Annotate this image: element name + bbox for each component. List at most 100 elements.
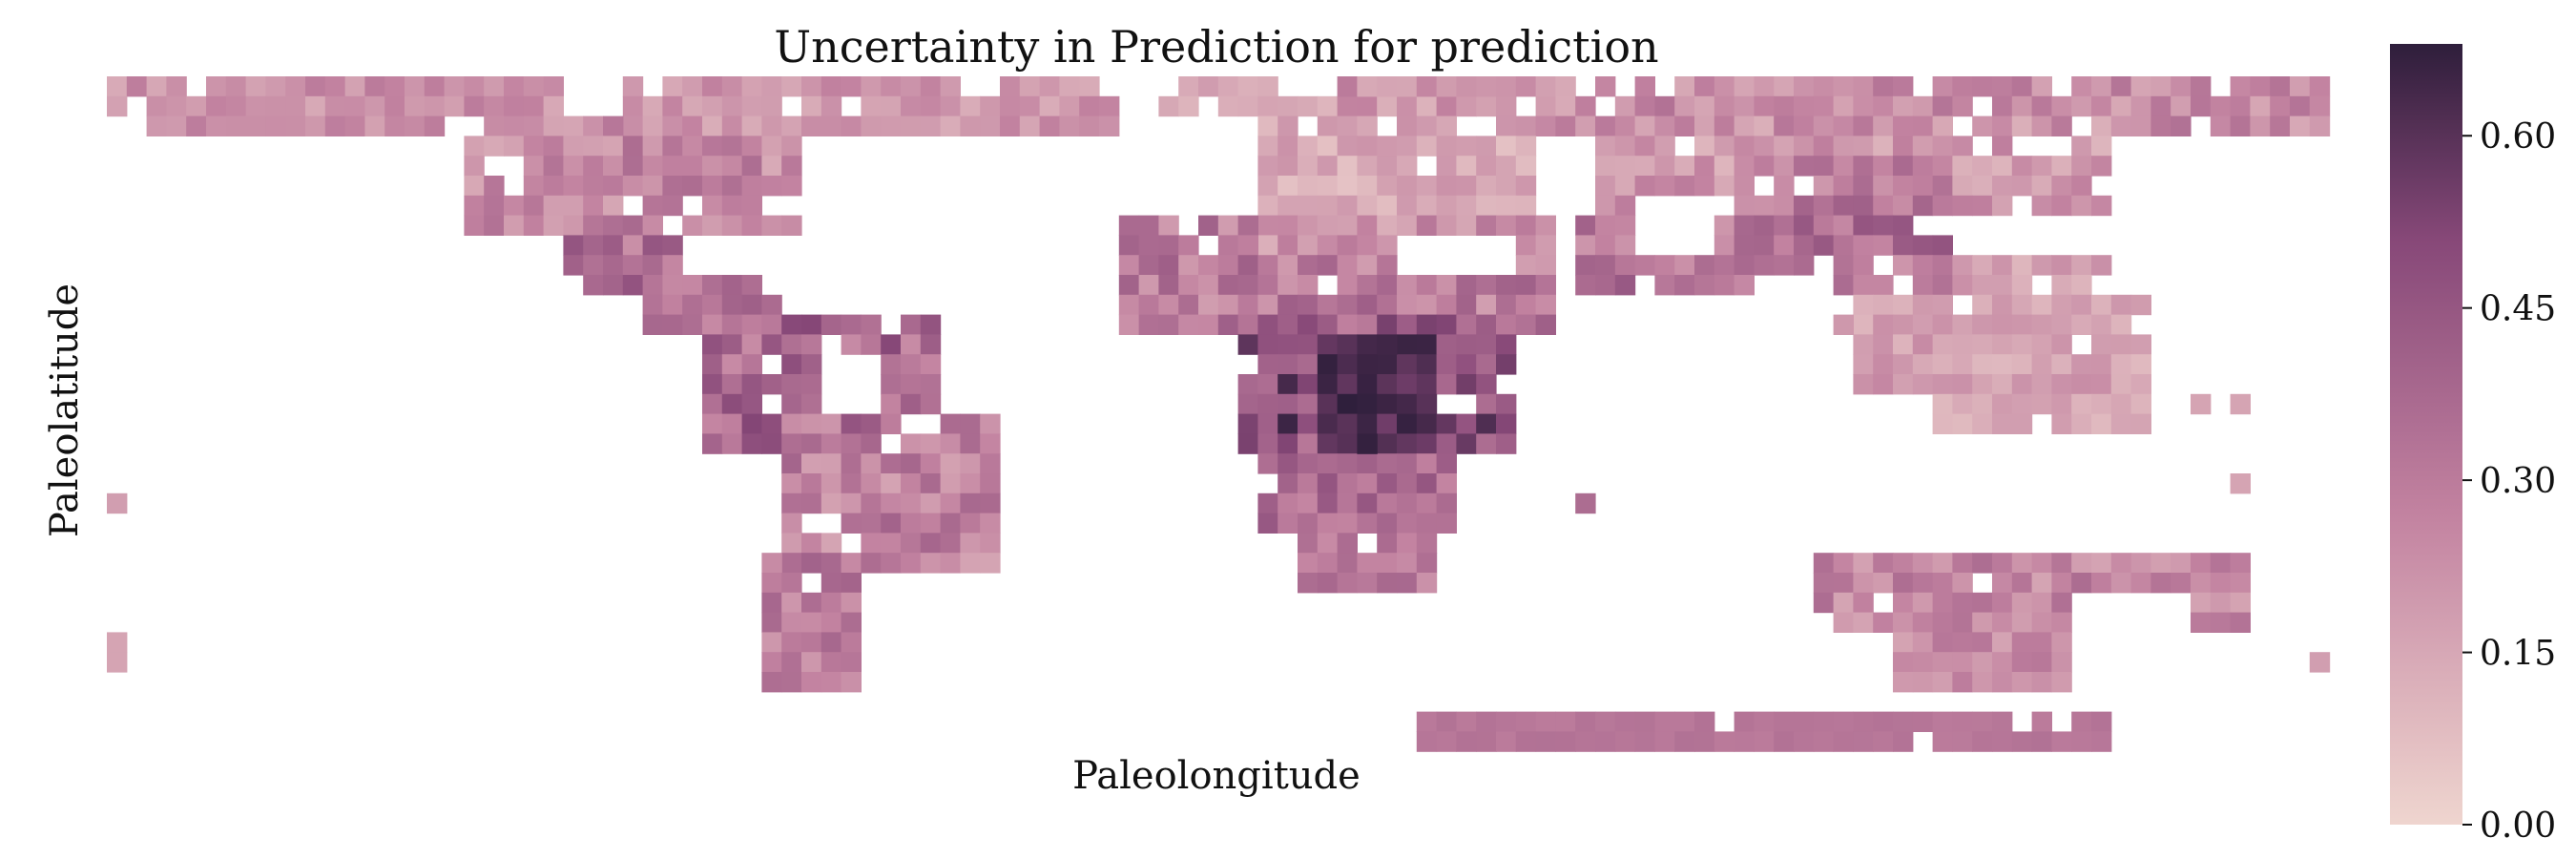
heatmap-cell: [1833, 215, 1854, 236]
heatmap-cell: [1496, 215, 1517, 236]
heatmap-cell: [2051, 413, 2072, 434]
heatmap-cell: [901, 492, 922, 514]
heatmap-cell: [384, 76, 405, 97]
heatmap-cell: [781, 314, 802, 335]
heatmap-cell: [543, 115, 564, 136]
heatmap-cell: [1674, 275, 1695, 296]
heatmap-cell: [881, 413, 902, 434]
heatmap-cell: [721, 115, 743, 136]
heatmap-cell: [2110, 573, 2132, 594]
heatmap-cell: [603, 156, 624, 177]
heatmap-cell: [841, 513, 862, 534]
heatmap-cell: [464, 176, 485, 197]
heatmap-cell: [821, 533, 842, 554]
heatmap-cell: [801, 374, 822, 395]
heatmap-cell: [1932, 413, 1953, 434]
heatmap-cell: [1515, 115, 1537, 136]
heatmap-cell: [841, 334, 862, 355]
heatmap-cell: [1456, 176, 1477, 197]
heatmap-cell: [1595, 215, 1616, 236]
heatmap-cell: [2031, 176, 2052, 197]
heatmap-cell: [901, 374, 922, 395]
heatmap-cell: [1298, 573, 1319, 594]
heatmap-cell: [1734, 136, 1755, 157]
heatmap-cell: [1357, 115, 1378, 136]
heatmap-cell: [484, 176, 505, 197]
heatmap-cell: [1357, 433, 1378, 454]
heatmap-cell: [563, 215, 584, 236]
heatmap-cell: [1257, 513, 1278, 534]
heatmap-cell: [1833, 612, 1854, 633]
heatmap-cell: [1039, 95, 1060, 117]
heatmap-cell: [1555, 115, 1576, 136]
heatmap-cell: [1774, 76, 1795, 97]
heatmap-cell: [1416, 354, 1438, 375]
heatmap-cell: [1614, 255, 1636, 276]
heatmap-cell: [1436, 513, 1457, 534]
heatmap-cell: [424, 95, 446, 117]
heatmap-cell: [1734, 76, 1755, 97]
heatmap-cell: [1714, 235, 1735, 256]
heatmap-cell: [1754, 136, 1775, 157]
heatmap-cell: [801, 354, 822, 375]
heatmap-cell: [801, 76, 822, 97]
heatmap-cell: [1357, 255, 1378, 276]
heatmap-cell: [801, 612, 822, 633]
heatmap-cell: [1853, 314, 1874, 335]
heatmap-cell: [1217, 76, 1239, 97]
heatmap-cell: [662, 294, 683, 316]
heatmap-cell: [1634, 95, 1655, 117]
heatmap-cell: [1298, 354, 1319, 375]
heatmap-cell: [364, 76, 385, 97]
heatmap-cell: [1198, 76, 1219, 97]
heatmap-cell: [1237, 255, 1258, 276]
heatmap-cell: [1774, 711, 1795, 732]
heatmap-cell: [1972, 393, 1993, 415]
heatmap-cell: [1853, 731, 1874, 752]
heatmap-cell: [821, 95, 842, 117]
heatmap-cell: [603, 115, 624, 136]
heatmap-cell: [1714, 136, 1735, 157]
heatmap-cell: [1198, 294, 1219, 316]
heatmap-cell: [1972, 354, 1993, 375]
heatmap-cell: [721, 334, 743, 355]
heatmap-cell: [881, 473, 902, 494]
heatmap-cell: [1257, 374, 1278, 395]
heatmap-cell: [1278, 195, 1298, 217]
heatmap-cell: [1515, 215, 1537, 236]
heatmap-cell: [523, 136, 545, 157]
heatmap-cell: [2011, 413, 2033, 434]
heatmap-cell: [1337, 573, 1358, 594]
heatmap-cell: [1217, 95, 1239, 117]
heatmap-cell: [1912, 672, 1934, 693]
heatmap-cell: [861, 492, 882, 514]
heatmap-cell: [861, 95, 882, 117]
heatmap-cell: [1912, 711, 1934, 732]
heatmap-cell: [1357, 553, 1378, 574]
heatmap-cell: [1317, 513, 1339, 534]
heatmap-cell: [980, 95, 1001, 117]
heatmap-cell: [1952, 652, 1973, 673]
heatmap-cell: [1377, 76, 1398, 97]
heatmap-cell: [504, 215, 525, 236]
heatmap-cell: [1595, 176, 1616, 197]
heatmap-cell: [2011, 612, 2033, 633]
heatmap-cell: [1377, 533, 1398, 554]
heatmap-cell: [1912, 235, 1934, 256]
heatmap-cell: [1357, 374, 1378, 395]
heatmap-cell: [881, 374, 902, 395]
heatmap-cell: [1833, 275, 1854, 296]
heatmap-cell: [2230, 393, 2251, 415]
heatmap-cell: [1754, 195, 1775, 217]
heatmap-cell: [781, 652, 802, 673]
heatmap-cell: [1893, 136, 1914, 157]
heatmap-cell: [1932, 95, 1953, 117]
heatmap-cell: [364, 95, 385, 117]
heatmap-cell: [1039, 115, 1060, 136]
heatmap-cell: [1436, 314, 1457, 335]
heatmap-cell: [1278, 275, 1298, 296]
heatmap-cell: [1496, 275, 1517, 296]
heatmap-cell: [1992, 592, 2013, 614]
heatmap-cell: [821, 553, 842, 574]
heatmap-cell: [881, 393, 902, 415]
